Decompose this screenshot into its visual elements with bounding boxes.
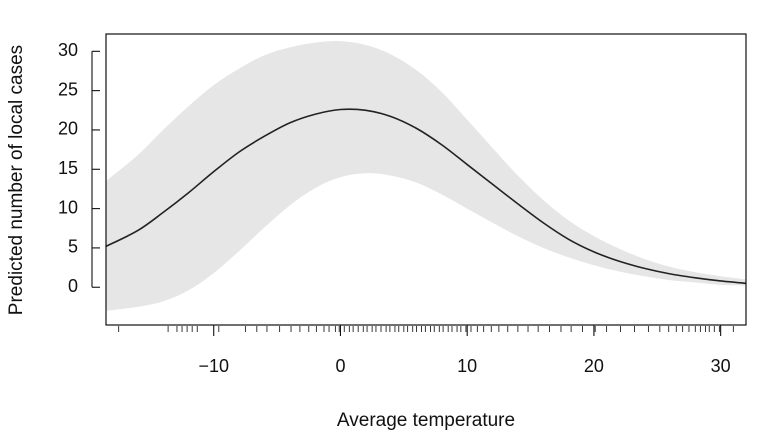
confidence-band	[106, 40, 746, 311]
x-tick-label: 20	[584, 356, 604, 376]
x-axis: −10 0 10 20 30	[198, 325, 731, 376]
y-tick-label: 20	[58, 119, 78, 139]
y-tick-label: 30	[58, 40, 78, 60]
x-tick-label: 10	[457, 356, 477, 376]
y-tick-label: 25	[58, 79, 78, 99]
y-axis-title: Predicted number of local cases	[6, 45, 27, 315]
predicted-line-layer	[105, 108, 747, 285]
y-tick-label: 10	[58, 197, 78, 217]
predicted-cases-line	[105, 108, 747, 285]
x-tick-label: 30	[711, 356, 731, 376]
x-axis-title: Average temperature	[337, 410, 515, 431]
y-tick-label: 0	[68, 276, 78, 296]
rug-layer	[118, 326, 734, 332]
x-tick-label: 0	[335, 356, 345, 376]
y-tick-label: 5	[68, 237, 78, 257]
x-tick-label: −10	[198, 356, 229, 376]
plot-frame	[105, 33, 747, 326]
y-axis: 0 5 10 15 20 25 30	[58, 40, 100, 296]
y-tick-label: 15	[58, 158, 78, 178]
confidence-band-layer	[106, 40, 746, 311]
